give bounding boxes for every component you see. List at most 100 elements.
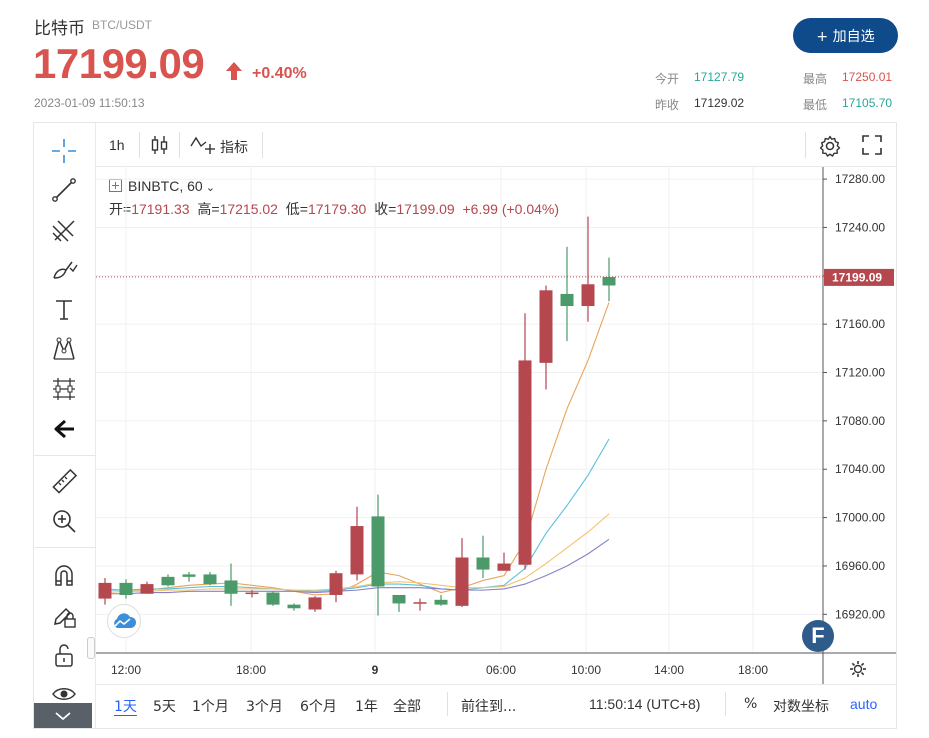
zoom-in-icon[interactable] xyxy=(48,505,80,537)
low-label: 最低 xyxy=(803,98,828,112)
candle-body xyxy=(224,580,238,594)
candle-body xyxy=(161,576,175,586)
add-watchlist-button[interactable]: + 加自选 xyxy=(793,18,898,53)
candle-body xyxy=(203,574,217,585)
low-value: 17179.30 xyxy=(307,201,367,217)
close-label: 收= xyxy=(374,201,397,217)
eye-icon[interactable] xyxy=(48,678,80,710)
low-label: 低= xyxy=(285,201,308,217)
axis-settings-gear-icon[interactable] xyxy=(850,661,866,677)
candle-body xyxy=(455,557,469,606)
indicators-icon[interactable] xyxy=(190,134,216,156)
candle-body xyxy=(497,563,511,571)
auto-scale-toggle[interactable]: auto xyxy=(850,696,878,712)
percent-scale-toggle[interactable]: % xyxy=(744,696,758,712)
y-tick-label: 17000.00 xyxy=(835,511,885,525)
x-tick-label: 06:00 xyxy=(486,663,516,677)
range-bar xyxy=(96,684,896,728)
drawing-toolbar xyxy=(34,123,96,728)
y-tick-label: 16920.00 xyxy=(835,607,885,621)
range-button-4[interactable]: 6个月 xyxy=(300,699,337,715)
prev-close-value: 17129.02 xyxy=(694,96,745,110)
lock-drawing-icon[interactable] xyxy=(48,599,80,631)
series-legend[interactable]: BINBTC, 60 ⌄ xyxy=(109,178,215,194)
y-tick-label: 17280.00 xyxy=(835,172,885,186)
open-value: 17191.33 xyxy=(131,201,190,217)
asset-symbol: BTC/USDT xyxy=(92,18,152,32)
interval-button[interactable]: 1h xyxy=(109,137,125,153)
y-tick-label: 17240.00 xyxy=(835,220,885,234)
ruler-icon[interactable] xyxy=(48,466,80,498)
high-label: 最高 xyxy=(803,72,828,86)
f-logo-icon[interactable]: F xyxy=(802,620,834,652)
candle-body xyxy=(434,599,448,605)
settings-gear-icon[interactable] xyxy=(818,134,842,158)
close-value: 17199.09 xyxy=(396,201,455,217)
candle-body xyxy=(329,573,343,595)
dropdown-chevron-icon[interactable]: ⌄ xyxy=(205,182,215,194)
y-tick-label: 17120.00 xyxy=(835,366,885,380)
x-tick-label: 10:00 xyxy=(571,663,601,677)
high-value: 17215.02 xyxy=(219,201,278,217)
clock-timezone[interactable]: 11:50:14 (UTC+8) xyxy=(589,696,701,712)
cloud-icon[interactable] xyxy=(107,604,141,638)
candle-body xyxy=(581,284,595,307)
ma-line-2 xyxy=(104,513,610,594)
range-button-2[interactable]: 1个月 xyxy=(192,699,229,715)
collapse-toolbar-button[interactable] xyxy=(34,703,92,728)
high-label: 高= xyxy=(197,201,220,217)
up-arrow-icon xyxy=(226,62,242,80)
log-scale-toggle[interactable]: 对数坐标 xyxy=(773,699,829,715)
fullscreen-icon[interactable] xyxy=(861,134,883,156)
unlock-icon[interactable] xyxy=(48,639,80,671)
x-tick-label: 9 xyxy=(372,663,379,677)
candle-body xyxy=(476,557,490,570)
brush-icon[interactable] xyxy=(48,254,80,286)
goto-date-button[interactable]: 前往到... xyxy=(461,699,517,715)
timestamp: 2023-01-09 11:50:13 xyxy=(34,96,145,110)
y-tick-label: 16960.00 xyxy=(835,559,885,573)
candle-type-icon[interactable] xyxy=(150,134,170,156)
candle-body xyxy=(560,293,574,307)
candle-body xyxy=(350,526,364,575)
candle-body xyxy=(602,277,616,286)
chart-toolbar xyxy=(96,123,896,167)
pattern-icon[interactable] xyxy=(48,333,80,365)
pitchfork-icon[interactable] xyxy=(48,214,80,246)
ma-line-3 xyxy=(105,538,610,595)
y-tick-label: 17040.00 xyxy=(835,462,885,476)
asset-name: 比特币 xyxy=(34,19,85,39)
open-label: 今开 xyxy=(655,72,680,86)
candle-body xyxy=(308,597,322,610)
range-button-5[interactable]: 1年 xyxy=(355,699,378,715)
last-price-label: 17199.09 xyxy=(832,270,882,284)
chevron-down-icon xyxy=(55,711,71,720)
high-value: 17250.01 xyxy=(842,70,893,84)
candle-body xyxy=(98,582,112,599)
magnet-icon[interactable] xyxy=(48,559,80,591)
ohlc-readout: 开=17191.33 高=17215.02 低=17179.30 收=17199… xyxy=(109,199,559,219)
crosshair-icon[interactable] xyxy=(48,135,80,167)
price-chart[interactable]: 16920.00 16960.00 17000.00 17040.00 17080.00… xyxy=(96,167,896,684)
change-percent: +0.40% xyxy=(252,65,307,82)
range-button-1[interactable]: 5天 xyxy=(153,699,176,715)
trend-line-icon[interactable] xyxy=(48,174,80,206)
x-tick-label: 12:00 xyxy=(111,663,141,677)
text-icon[interactable] xyxy=(48,293,80,325)
series-title: BINBTC, 60 xyxy=(128,178,203,194)
range-button-3[interactable]: 3个月 xyxy=(246,699,283,715)
toolbar-resize-handle[interactable] xyxy=(87,637,95,659)
candle-body xyxy=(266,592,280,605)
range-button-0[interactable]: 1天 xyxy=(114,699,137,715)
candle-body xyxy=(119,582,133,595)
x-tick-label: 18:00 xyxy=(236,663,266,677)
indicators-button[interactable]: 指标 xyxy=(220,140,248,156)
last-price-badge xyxy=(824,268,894,286)
low-value: 17105.70 xyxy=(842,96,893,110)
candle-body xyxy=(539,290,553,363)
candle-body xyxy=(287,604,301,609)
prediction-icon[interactable] xyxy=(48,373,80,405)
candle-body xyxy=(413,602,427,604)
back-arrow-icon[interactable] xyxy=(48,413,80,445)
range-button-6[interactable]: 全部 xyxy=(393,699,421,715)
